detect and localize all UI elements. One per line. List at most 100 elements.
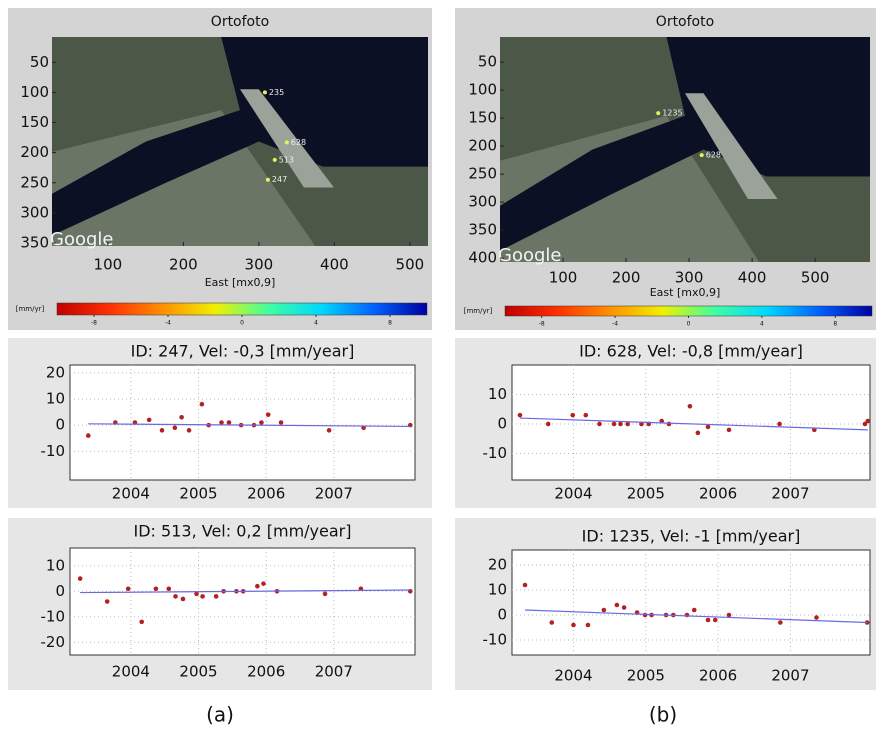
y-tick-label: 350 (20, 233, 49, 251)
x-tick-label: 2006 (699, 485, 737, 503)
y-tick-label: 300 (468, 193, 497, 211)
x-tick-label: 100 (549, 269, 578, 287)
measurement (159, 428, 165, 433)
x-tick-label: 2006 (699, 667, 737, 685)
scatterer-label: 235 (269, 88, 284, 97)
plot-title: ID: 628, Vel: -0,8 [mm/year] (579, 342, 803, 361)
colorbar-tick-label: -8 (91, 320, 97, 327)
measurement (865, 418, 871, 424)
x-tick-label: 200 (612, 269, 641, 287)
colorbar-label: [mm/yr] (464, 307, 493, 315)
x-tick-label: 2007 (771, 667, 809, 685)
measurement (259, 420, 264, 425)
plot-area (69, 547, 416, 656)
x-tick-label: 2004 (554, 667, 592, 685)
measurement (812, 427, 817, 433)
measurement (186, 428, 192, 433)
measurement (549, 620, 555, 625)
y-tick-label: 10 (488, 385, 507, 403)
x-tick-label: 500 (396, 256, 425, 274)
measurement (278, 420, 284, 425)
trend-line (88, 423, 411, 428)
measurement (125, 586, 131, 592)
measurement (200, 594, 205, 599)
measurement (194, 591, 199, 597)
measurement (166, 586, 172, 592)
x-tick-label: 2004 (112, 485, 150, 503)
measurement (684, 612, 690, 618)
measurement (687, 403, 693, 409)
colorbar-tick-label: 4 (314, 320, 318, 327)
colorbar-tick-label: 8 (833, 321, 837, 328)
y-tick-label: -10 (41, 442, 66, 460)
caption: (a) (206, 703, 234, 727)
x-tick-label: 100 (94, 256, 123, 274)
measurement (585, 622, 591, 628)
measurement (545, 421, 551, 427)
colorbar-tick-label: 8 (388, 320, 392, 327)
map-title: Ortofoto (211, 14, 269, 30)
measurement (712, 617, 718, 623)
colorbar-tick-label: -4 (165, 320, 171, 327)
y-tick-label: -10 (483, 631, 508, 649)
x-tick-label: 400 (738, 269, 767, 287)
measurement (618, 421, 623, 427)
y-tick-label: 300 (20, 203, 49, 221)
y-tick-label: 0 (55, 582, 65, 600)
y-tick-label: 250 (20, 173, 49, 191)
terrain (500, 115, 759, 262)
scatterer (262, 90, 267, 95)
colorbar-tick-label: 4 (760, 321, 764, 328)
measurement (726, 427, 732, 433)
colorbar-tick-label: -4 (612, 321, 618, 328)
plot-area (511, 549, 871, 656)
watermark: Google (498, 245, 561, 266)
colorbar (56, 302, 428, 316)
x-axis-label: East [mx0,9] (205, 276, 276, 289)
y-tick-label: 0 (55, 416, 65, 434)
measurement (153, 586, 159, 592)
scatterer-label: 1235 (662, 109, 682, 118)
y-tick-label: 0 (497, 606, 507, 624)
measurement (322, 591, 328, 597)
measurement (226, 420, 232, 425)
y-tick-label: 200 (20, 143, 49, 161)
y-tick-label: 20 (46, 363, 65, 381)
measurement (625, 421, 631, 427)
measurement (705, 424, 711, 430)
watermark: Google (50, 229, 113, 250)
x-tick-label: 2004 (554, 485, 592, 503)
terrain (52, 110, 316, 247)
measurement (213, 594, 219, 599)
trend-line (519, 417, 868, 431)
y-tick-label: 50 (30, 53, 49, 71)
measurement (614, 602, 620, 608)
x-tick-label: 2005 (627, 667, 665, 685)
river (500, 37, 870, 251)
colorbar (504, 305, 873, 317)
scatterer (272, 157, 277, 162)
dam (685, 93, 778, 199)
measurement (180, 596, 186, 602)
measurement (173, 594, 178, 599)
measurement (219, 420, 224, 425)
measurement (814, 615, 819, 620)
measurement (583, 412, 589, 418)
measurement (611, 421, 617, 427)
x-tick-label: 300 (245, 256, 274, 274)
plot-title: ID: 1235, Vel: -1 [mm/year] (582, 527, 801, 546)
plot-area (511, 364, 871, 481)
measurement (261, 581, 266, 586)
y-tick-label: 50 (478, 53, 497, 71)
y-tick-label: 150 (468, 109, 497, 127)
measurement (255, 583, 260, 589)
x-tick-label: 2007 (315, 663, 353, 681)
x-tick-label: 2006 (247, 663, 285, 681)
measurement (695, 430, 701, 436)
scatterer (656, 111, 661, 116)
scatterer-label: 628 (706, 151, 721, 160)
y-tick-label: -10 (483, 444, 508, 462)
measurement (666, 421, 672, 427)
y-tick-label: 400 (468, 249, 497, 267)
